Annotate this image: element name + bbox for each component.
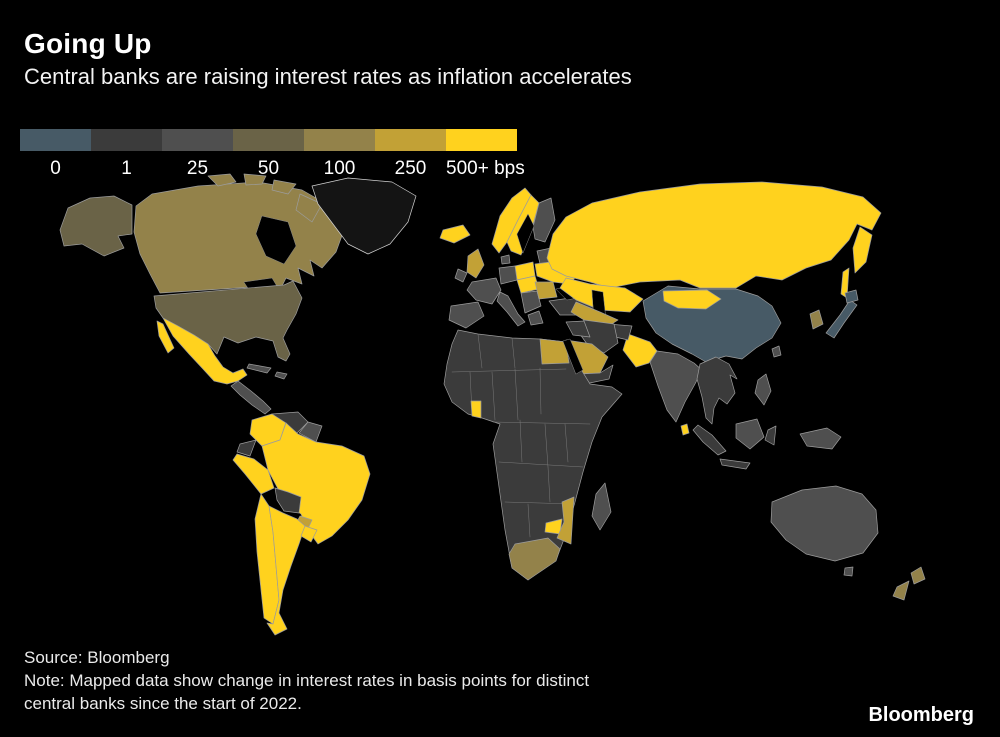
country-ecuador — [236, 439, 257, 457]
country-pakistan — [622, 333, 658, 368]
country-arctic-island — [207, 173, 237, 187]
legend-bar — [20, 129, 517, 151]
country-egypt — [539, 338, 570, 365]
note-line-2: central banks since the start of 2022. — [24, 694, 302, 713]
legend-swatch-500+ — [446, 129, 517, 151]
country-iberia — [448, 301, 485, 329]
legend-label-1: 1 — [121, 158, 132, 179]
bloomberg-logo: Bloomberg — [868, 704, 974, 726]
legend-label-100: 100 — [323, 158, 356, 179]
country-greenland — [311, 177, 417, 255]
country-hispaniola — [274, 371, 288, 380]
legend-swatch-25 — [162, 129, 233, 151]
country-india — [649, 350, 703, 423]
country-ireland — [454, 268, 468, 283]
country-iceland — [439, 224, 471, 244]
world-map — [59, 173, 926, 636]
country-finland — [532, 197, 556, 243]
red-sea — [562, 338, 584, 375]
legend-swatch-1 — [91, 129, 162, 151]
chart-subtitle: Central banks are raising interest rates… — [24, 64, 632, 89]
country-arctic-island — [243, 173, 267, 186]
legend-label-250: 250 — [394, 158, 427, 179]
country-ghana — [470, 400, 482, 419]
country-baja-california — [156, 320, 175, 354]
country-japan-hokkaido — [844, 289, 859, 304]
legend-swatch-50 — [233, 129, 304, 151]
country-bolivia — [274, 487, 302, 514]
country-philippines — [754, 373, 772, 406]
legend-swatch-100 — [304, 129, 375, 151]
note-line-1: Note: Mapped data show change in interes… — [24, 671, 590, 690]
country-indochina — [696, 356, 738, 425]
country-south-africa — [508, 537, 561, 581]
country-russia — [546, 181, 882, 289]
country-mexico — [162, 317, 248, 385]
country-germany — [498, 265, 518, 285]
legend-label-0: 0 — [50, 158, 61, 179]
footer: Source: Bloomberg Note: Mapped data show… — [24, 646, 589, 715]
country-iraq — [565, 320, 591, 338]
country-peru — [232, 453, 275, 495]
country-mozambique — [556, 496, 575, 545]
country-japan-honshu — [825, 299, 858, 339]
country-cuba — [246, 363, 272, 374]
country-italy — [496, 291, 526, 327]
source-line: Source: Bloomberg — [24, 648, 170, 667]
country-new-zealand-south — [892, 580, 910, 601]
world-map-container — [0, 172, 1000, 657]
country-usa — [153, 280, 303, 362]
legend-label-50: 50 — [257, 158, 280, 179]
country-venezuela — [271, 411, 309, 435]
country-brazil — [261, 422, 371, 545]
country-borneo — [735, 418, 765, 450]
country-new-zealand-north — [910, 566, 926, 585]
country-java — [719, 458, 751, 470]
country-tasmania — [843, 566, 854, 577]
country-australia — [770, 485, 879, 562]
country-denmark — [500, 254, 511, 265]
hudson-bay — [255, 215, 297, 265]
africa-internal-borders — [451, 333, 591, 538]
legend-swatch-250 — [375, 129, 446, 151]
country-taiwan — [771, 345, 782, 358]
legend-label-500+: 500+ bps — [446, 158, 525, 179]
country-korea — [809, 309, 824, 330]
country-new-guinea — [799, 427, 842, 450]
country-uruguay — [300, 525, 318, 543]
country-alaska — [59, 195, 133, 257]
country-argentina — [266, 505, 306, 636]
country-france — [466, 277, 502, 305]
country-mongolia — [662, 289, 722, 310]
country-sri-lanka — [680, 423, 690, 436]
country-sulawesi — [764, 425, 777, 446]
legend-swatch-0 — [20, 129, 91, 151]
country-greece — [527, 310, 544, 326]
chart-title: Going Up — [24, 28, 152, 59]
country-central-america — [230, 380, 272, 415]
country-arctic-island — [271, 179, 297, 195]
country-romania-bulgaria — [534, 281, 558, 300]
baltic-sea — [516, 213, 535, 254]
country-sumatra — [692, 424, 727, 456]
country-uk — [466, 248, 485, 279]
legend-labels: 0 1 25 50 100 250 500+ bps — [20, 158, 525, 180]
country-canada — [133, 181, 345, 294]
legend: 0 1 25 50 100 250 500+ bps — [20, 129, 525, 180]
legend-label-25: 25 — [186, 158, 209, 179]
country-balkans — [520, 290, 542, 314]
country-madagascar — [591, 482, 612, 531]
country-baffin-island — [295, 193, 323, 223]
country-kamchatka — [852, 226, 873, 274]
